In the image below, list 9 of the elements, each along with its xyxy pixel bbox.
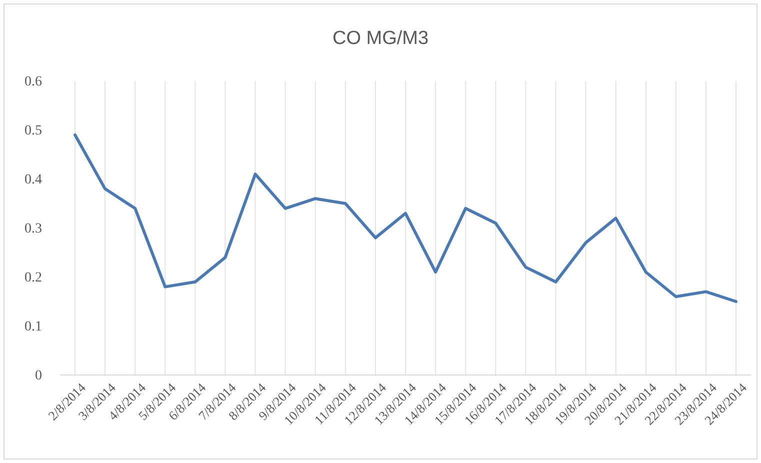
y-tick-label: 0.4 (24, 172, 42, 188)
y-tick-label: 0.3 (24, 221, 42, 236)
y-tick-label: 0.6 (24, 74, 42, 90)
y-tick-label: 0.1 (24, 319, 42, 334)
chart-title: CO MG/M3 (332, 28, 429, 49)
y-tick-label: 0.5 (24, 123, 42, 138)
y-tick-label: 0.2 (24, 270, 42, 286)
y-tick-label: 0 (35, 368, 42, 384)
line-series (74, 133, 738, 303)
